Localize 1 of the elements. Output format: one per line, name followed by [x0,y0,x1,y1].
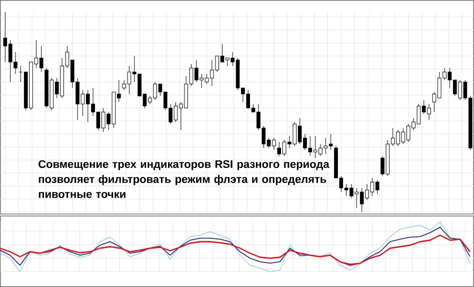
annotation: Совмещение трех индикаторов RSI разного периода позволяет фильтровать режим флэта и определять пивотные точки [38,160,330,198]
